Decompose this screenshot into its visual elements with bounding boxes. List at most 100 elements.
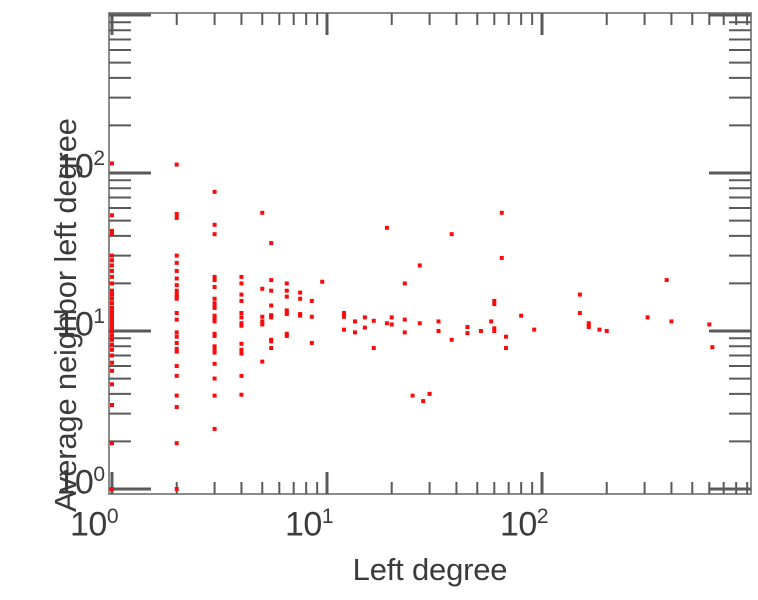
data-point [110,263,114,268]
data-point [577,292,582,297]
data-point [212,361,217,366]
data-point [449,232,454,237]
data-point [465,331,470,336]
data-point [489,319,494,324]
data-point [309,298,314,303]
data-point [710,345,715,350]
data-point [212,393,217,398]
data-point [174,253,179,258]
data-point [269,288,274,293]
data-point [212,305,217,310]
data-point [417,321,422,326]
data-point [284,333,289,338]
data-point [110,258,114,263]
data-point [212,222,217,227]
data-point [174,393,179,398]
data-point [269,346,274,351]
data-point [239,298,244,303]
data-point [110,403,114,408]
x-tick-label-0: 100 [70,505,119,544]
data-point [212,313,217,318]
data-point [492,298,497,303]
data-point [110,296,114,301]
data-point [492,302,497,307]
data-point [110,368,114,373]
data-point [384,225,389,230]
data-point [174,292,179,297]
data-point [110,360,114,365]
data-point [707,322,712,327]
data-point [110,301,114,306]
data-point [212,296,217,301]
data-point [212,344,217,349]
x-tick-label-2: 102 [500,505,549,544]
data-point [212,319,217,324]
data-point [212,189,217,194]
data-point [499,255,504,260]
data-point [174,294,179,299]
data-point [110,316,114,321]
data-point [110,322,114,327]
data-point [212,331,217,336]
data-point [260,314,265,319]
data-point [389,322,394,327]
data-point [239,392,244,397]
data-point [110,347,114,352]
data-point [110,342,114,347]
data-point [449,337,454,342]
data-point [110,329,114,333]
data-point [110,353,114,358]
data-point [212,274,217,279]
data-point [402,281,407,286]
data-point [269,339,274,344]
data-point [284,331,289,336]
y-tick-label-1: 101 [56,305,105,344]
data-point [239,292,244,297]
data-point [174,317,179,322]
data-point [110,487,114,491]
data-point [604,329,609,333]
data-point [298,296,303,301]
data-point [174,215,179,220]
data-point [586,325,591,329]
data-point [212,278,217,283]
data-point [212,333,217,338]
y-tick-label-2: 102 [56,147,105,186]
data-point [110,441,114,446]
data-point [284,312,289,317]
data-point [110,309,114,314]
data-point [309,340,314,345]
data-point [239,281,244,286]
data-point [212,232,217,237]
data-point [174,212,179,217]
data-point [110,292,114,297]
data-point [110,288,114,293]
data-point [239,351,244,356]
data-point [212,350,217,355]
data-point [269,315,274,320]
data-point [417,263,422,268]
data-point [284,288,289,293]
data-point [174,441,179,446]
data-point [503,334,508,339]
data-point [174,487,179,491]
data-point [342,311,347,315]
data-point [353,319,358,324]
data-point [478,329,483,333]
data-point [212,426,217,431]
data-point [371,318,376,323]
data-point [110,337,114,342]
data-point [110,161,114,166]
data-point [174,311,179,315]
data-point [342,327,347,332]
data-point [284,294,289,299]
data-point [174,268,179,273]
data-point [320,279,325,284]
data-point [371,346,376,351]
data-point [110,213,114,218]
plot-area [108,12,752,495]
data-point [110,228,114,233]
data-point [212,347,217,352]
data-point [298,290,303,295]
